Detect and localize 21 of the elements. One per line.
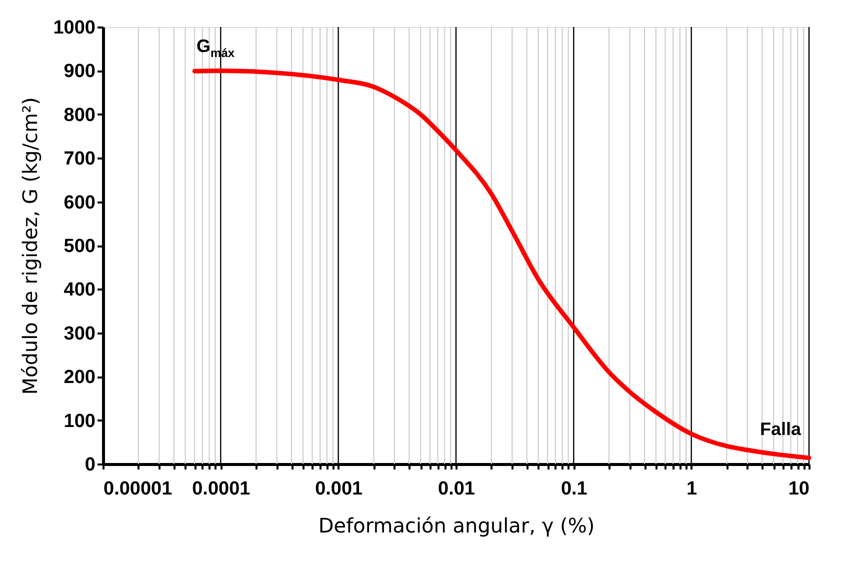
x-tick-label: 0.1 bbox=[560, 478, 588, 500]
x-tick-label: 0.0001 bbox=[192, 478, 251, 500]
y-axis-title: Módulo de rigidez, G (kg/cm²) bbox=[18, 97, 42, 395]
x-tick-label: 0.001 bbox=[315, 478, 364, 500]
annotation: Falla bbox=[760, 418, 802, 439]
y-tick-label: 500 bbox=[64, 236, 96, 257]
y-tick-label: 700 bbox=[64, 148, 96, 170]
y-tick-label: 800 bbox=[64, 104, 96, 126]
y-tick-label: 600 bbox=[64, 192, 96, 214]
y-tick-label: 200 bbox=[64, 367, 96, 388]
x-tick-label: 1 bbox=[686, 478, 698, 500]
y-tick-label: 400 bbox=[64, 280, 96, 301]
x-axis-title: Deformación angular, γ (%) bbox=[318, 514, 595, 538]
y-tick-label: 1000 bbox=[53, 18, 96, 38]
x-tick-label: 10 bbox=[788, 478, 810, 500]
x-tick-label: 0.00001 bbox=[104, 478, 173, 500]
y-tick-label: 900 bbox=[64, 61, 96, 82]
x-tick-label: 0.01 bbox=[438, 478, 476, 500]
y-tick-label: 0 bbox=[84, 454, 96, 476]
y-tick-label: 300 bbox=[64, 323, 96, 344]
y-tick-label: 100 bbox=[64, 410, 96, 432]
